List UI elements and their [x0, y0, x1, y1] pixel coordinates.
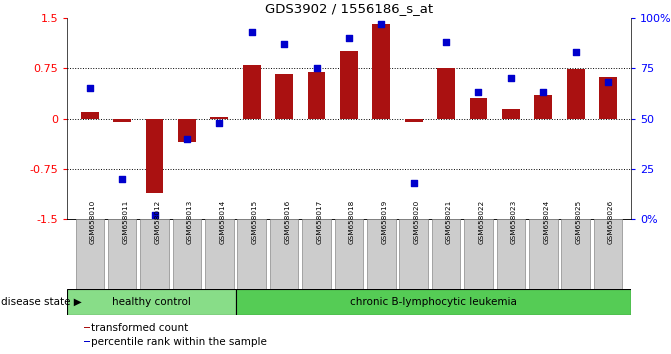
- Bar: [502, 108, 520, 119]
- Bar: [405, 119, 423, 122]
- Point: [85, 85, 95, 91]
- Point: [214, 120, 225, 125]
- Point: [538, 90, 549, 95]
- Bar: [464, 219, 493, 289]
- Point: [570, 49, 581, 55]
- Bar: [432, 219, 460, 289]
- Point: [344, 35, 354, 41]
- Bar: [599, 77, 617, 119]
- Text: GSM658016: GSM658016: [284, 199, 290, 244]
- Point: [603, 79, 613, 85]
- Text: GSM658020: GSM658020: [414, 199, 419, 244]
- Point: [117, 176, 127, 182]
- Bar: [534, 95, 552, 119]
- Bar: [335, 219, 363, 289]
- Text: GSM658014: GSM658014: [219, 199, 225, 244]
- Bar: [84, 341, 90, 342]
- Bar: [211, 117, 228, 119]
- Bar: [562, 219, 590, 289]
- Point: [311, 65, 322, 71]
- Title: GDS3902 / 1556186_s_at: GDS3902 / 1556186_s_at: [265, 2, 433, 15]
- Point: [409, 180, 419, 186]
- Bar: [307, 72, 325, 119]
- Point: [376, 21, 386, 27]
- Text: percentile rank within the sample: percentile rank within the sample: [91, 337, 267, 347]
- Bar: [67, 289, 236, 315]
- Bar: [178, 119, 196, 142]
- Text: GSM658013: GSM658013: [187, 199, 193, 244]
- Bar: [399, 219, 428, 289]
- Text: GSM658026: GSM658026: [608, 199, 614, 244]
- Bar: [567, 69, 584, 119]
- Text: GSM658015: GSM658015: [252, 199, 258, 244]
- Text: GSM658017: GSM658017: [317, 199, 323, 244]
- Point: [246, 29, 257, 35]
- Text: GSM658021: GSM658021: [446, 199, 452, 244]
- Bar: [146, 119, 164, 193]
- Bar: [205, 219, 234, 289]
- Text: GSM658023: GSM658023: [511, 199, 517, 244]
- Text: GSM658018: GSM658018: [349, 199, 355, 244]
- Point: [441, 39, 452, 45]
- Text: disease state ▶: disease state ▶: [1, 297, 81, 307]
- Text: GSM658022: GSM658022: [478, 199, 484, 244]
- Bar: [76, 219, 104, 289]
- Bar: [470, 98, 487, 119]
- Bar: [81, 112, 99, 119]
- Bar: [172, 219, 201, 289]
- Text: GSM658025: GSM658025: [576, 199, 582, 244]
- Bar: [108, 219, 136, 289]
- Bar: [84, 327, 90, 328]
- Point: [182, 136, 193, 142]
- Bar: [437, 68, 455, 119]
- Text: transformed count: transformed count: [91, 322, 189, 332]
- Bar: [113, 119, 131, 122]
- Point: [505, 75, 516, 81]
- Text: healthy control: healthy control: [112, 297, 191, 307]
- Bar: [367, 219, 396, 289]
- Bar: [238, 219, 266, 289]
- Text: chronic B-lymphocytic leukemia: chronic B-lymphocytic leukemia: [350, 297, 517, 307]
- Bar: [236, 289, 631, 315]
- Bar: [302, 219, 331, 289]
- Text: GSM658024: GSM658024: [544, 199, 550, 244]
- Bar: [270, 219, 299, 289]
- Bar: [140, 219, 169, 289]
- Bar: [340, 51, 358, 119]
- Point: [149, 213, 160, 218]
- Bar: [529, 219, 558, 289]
- Text: GSM658011: GSM658011: [122, 199, 128, 244]
- Bar: [594, 219, 622, 289]
- Point: [473, 90, 484, 95]
- Point: [278, 41, 289, 47]
- Text: GSM658012: GSM658012: [154, 199, 160, 244]
- Bar: [243, 65, 260, 119]
- Text: GSM658019: GSM658019: [381, 199, 387, 244]
- Bar: [275, 74, 293, 119]
- Bar: [372, 24, 391, 119]
- Bar: [497, 219, 525, 289]
- Text: GSM658010: GSM658010: [90, 199, 96, 244]
